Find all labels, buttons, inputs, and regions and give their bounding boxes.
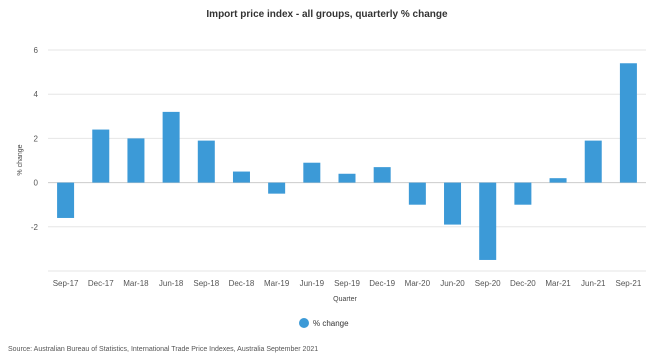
x-tick-label: Mar-18 (123, 279, 149, 288)
bar-sep-18[interactable] (197, 140, 215, 183)
source-note: Source: Australian Bureau of Statistics,… (8, 346, 318, 353)
bar-sep-17[interactable] (57, 182, 75, 218)
x-tick-label: Sep-18 (193, 279, 219, 288)
y-tick-label: 2 (34, 134, 39, 143)
x-tick-label: Dec-18 (229, 279, 255, 288)
bar-dec-18[interactable] (232, 171, 250, 183)
bar-jun-19[interactable] (303, 162, 321, 183)
x-tick-label: Mar-19 (264, 279, 290, 288)
x-tick-label: Sep-21 (616, 279, 642, 288)
bar-sep-20[interactable] (479, 182, 497, 260)
x-tick-label: Jun-20 (440, 279, 465, 288)
gridlines (48, 49, 646, 272)
x-tick-label: Mar-20 (405, 279, 431, 288)
bar-mar-21[interactable] (549, 178, 567, 183)
x-tick-label: Mar-21 (545, 279, 571, 288)
y-axis-ticks: 6 4 2 0 -2 (31, 46, 39, 232)
y-tick-label: 4 (34, 90, 39, 99)
bar-mar-20[interactable] (408, 182, 426, 205)
bar-dec-17[interactable] (92, 129, 110, 183)
bars (57, 63, 637, 260)
bar-dec-19[interactable] (373, 167, 391, 183)
x-tick-label: Jun-19 (300, 279, 325, 288)
y-axis-label: % change (17, 144, 24, 175)
y-tick-label: 0 (34, 179, 39, 188)
bar-jun-20[interactable] (444, 182, 462, 225)
y-tick-label: 6 (34, 46, 39, 55)
bar-sep-19[interactable] (338, 173, 356, 183)
x-tick-label: Dec-19 (369, 279, 395, 288)
bar-mar-19[interactable] (268, 182, 286, 194)
x-tick-label: Jun-18 (159, 279, 184, 288)
x-tick-label: Sep-20 (475, 279, 501, 288)
bar-jun-21[interactable] (584, 140, 602, 183)
bar-mar-18[interactable] (127, 138, 145, 183)
x-axis-label: Quarter (333, 296, 357, 303)
bar-sep-21[interactable] (619, 63, 637, 183)
legend-marker (299, 318, 309, 328)
bar-dec-20[interactable] (514, 182, 532, 205)
x-tick-label: Jun-21 (581, 279, 606, 288)
y-tick-label: -2 (31, 223, 39, 232)
x-tick-label: Dec-20 (510, 279, 536, 288)
legend-label: % change (313, 319, 349, 328)
x-tick-label: Dec-17 (88, 279, 114, 288)
x-tick-label: Sep-19 (334, 279, 360, 288)
bar-jun-18[interactable] (162, 111, 180, 183)
x-tick-label: Sep-17 (53, 279, 79, 288)
chart-title: Import price index - all groups, quarter… (206, 9, 448, 20)
x-axis-ticks: Sep-17 Dec-17 Mar-18 Jun-18 Sep-18 Dec-18 Mar-… (53, 279, 642, 288)
legend[interactable]: % change (299, 318, 349, 328)
